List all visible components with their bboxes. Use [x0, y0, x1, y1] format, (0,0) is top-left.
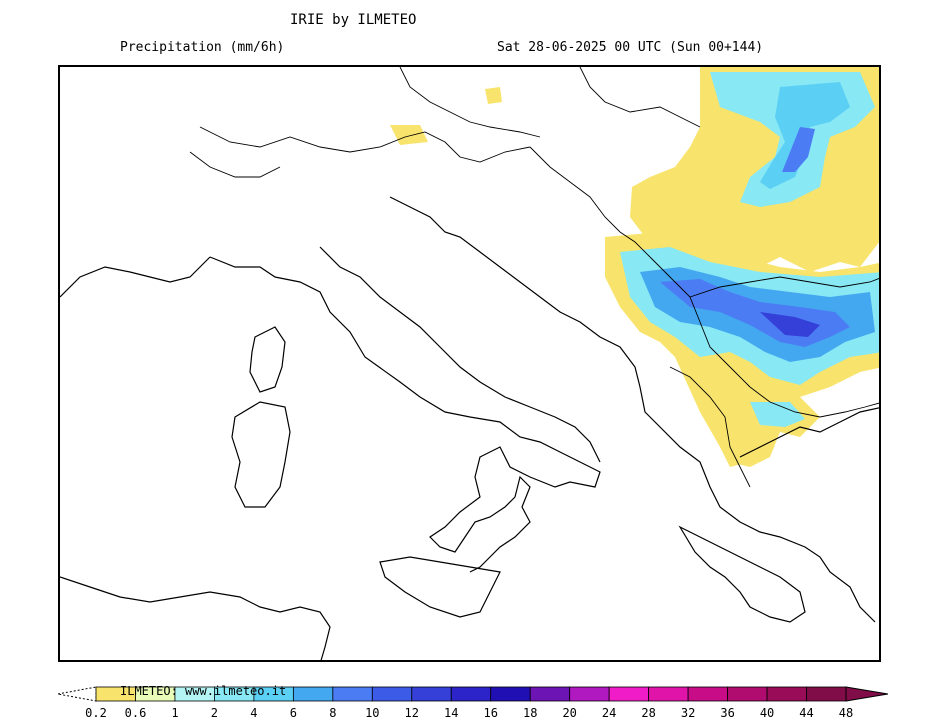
- balkan-border-5: [669, 366, 751, 488]
- precip-areas: [390, 67, 879, 467]
- colorbar-cell: [766, 686, 807, 702]
- colorbar-cell: [371, 686, 413, 702]
- colorbar-tick-label: 0.6: [124, 706, 147, 720]
- coastlines: [60, 196, 879, 660]
- balkan-border-3: [649, 256, 751, 388]
- colorbar-tick-label: 0.2: [85, 706, 107, 720]
- precip-yellow-nw2: [485, 87, 502, 104]
- colorbar-cell: [608, 686, 650, 702]
- balkan-border-6: [749, 386, 879, 418]
- italy-adriatic: [319, 246, 601, 463]
- colorbar-cell: [332, 686, 373, 702]
- colorbar-tick-label: 20: [562, 706, 577, 720]
- colorbar-right-arrow: [845, 686, 888, 702]
- colorbar-cell: [529, 686, 571, 702]
- africa-coast: [60, 576, 331, 660]
- colorbar-tick-label: 6: [289, 706, 297, 720]
- precipitation-map: [58, 65, 881, 662]
- colorbar-cell: [727, 686, 768, 702]
- map-credit: ILMETEO: www.ilmeteo.it: [120, 684, 287, 698]
- colorbar-cell: [569, 686, 610, 702]
- colorbar-cell: [450, 686, 492, 702]
- colorbar-tick-label: 32: [680, 706, 696, 720]
- alps-border: [199, 126, 531, 163]
- balkan-coast: [389, 196, 876, 623]
- colorbar-tick-label: 18: [522, 706, 538, 720]
- colorbar-tick-label: 28: [641, 706, 656, 720]
- greece-coast: [678, 525, 806, 623]
- italy-coast: [209, 256, 601, 573]
- colorbar-cell: [411, 686, 452, 702]
- precip-yellow-south: [725, 387, 820, 467]
- colorbar-left-arrow: [58, 686, 97, 702]
- sicily-coast: [379, 556, 501, 618]
- precip-light-south: [750, 402, 805, 427]
- colorbar-tick-label: 14: [444, 706, 459, 720]
- precip-yellow-nw1: [390, 125, 428, 145]
- borders: [189, 67, 879, 488]
- central-europe-border: [399, 67, 541, 138]
- colorbar-tick-label: 16: [483, 706, 498, 720]
- colorbar-tick-label: 8: [329, 706, 337, 720]
- precip-yellow-east: [848, 177, 879, 222]
- colorbar-cell: [806, 686, 847, 702]
- colorbar-tick-label: 48: [838, 706, 854, 720]
- colorbar-cell: [490, 686, 531, 702]
- colorbar-cell: [292, 686, 334, 702]
- aegean-coast: [739, 407, 879, 458]
- balkan-border-4: [689, 276, 879, 298]
- precip-colorbar: [58, 686, 888, 702]
- colorbar-cells: [95, 686, 847, 702]
- balkan-border-1: [529, 146, 651, 258]
- colorbar-tick-label: 24: [601, 706, 617, 720]
- colorbar-tick-label: 40: [759, 706, 775, 720]
- precip-blue-ne: [782, 127, 815, 172]
- france-coast: [60, 256, 211, 298]
- corsica-coast: [249, 326, 286, 393]
- colorbar-tick-label: 12: [404, 706, 420, 720]
- colorbar-cell: [687, 686, 728, 702]
- colorbar-cell: [648, 686, 689, 702]
- colorbar-tick-label: 10: [365, 706, 380, 720]
- colorbar-tick-label: 36: [720, 706, 735, 720]
- map-svg: [60, 67, 879, 660]
- colorbar-tick-label: 2: [210, 706, 219, 720]
- sardinia-coast: [231, 401, 291, 508]
- precip-yellow-mid: [790, 212, 845, 242]
- map-title: IRIE by ILMETEO: [290, 12, 417, 28]
- colorbar-tick-label: 4: [250, 706, 258, 720]
- swiss-border: [189, 151, 281, 178]
- variable-label: Precipitation (mm/6h): [120, 40, 285, 55]
- balkan-border-2: [579, 67, 701, 128]
- colorbar-tick-label: 1: [171, 706, 179, 720]
- precip-dark-balkan: [760, 312, 820, 337]
- colorbar-tick-label: 44: [799, 706, 814, 720]
- valid-time-label: Sat 28-06-2025 00 UTC (Sun 00+144): [497, 40, 764, 55]
